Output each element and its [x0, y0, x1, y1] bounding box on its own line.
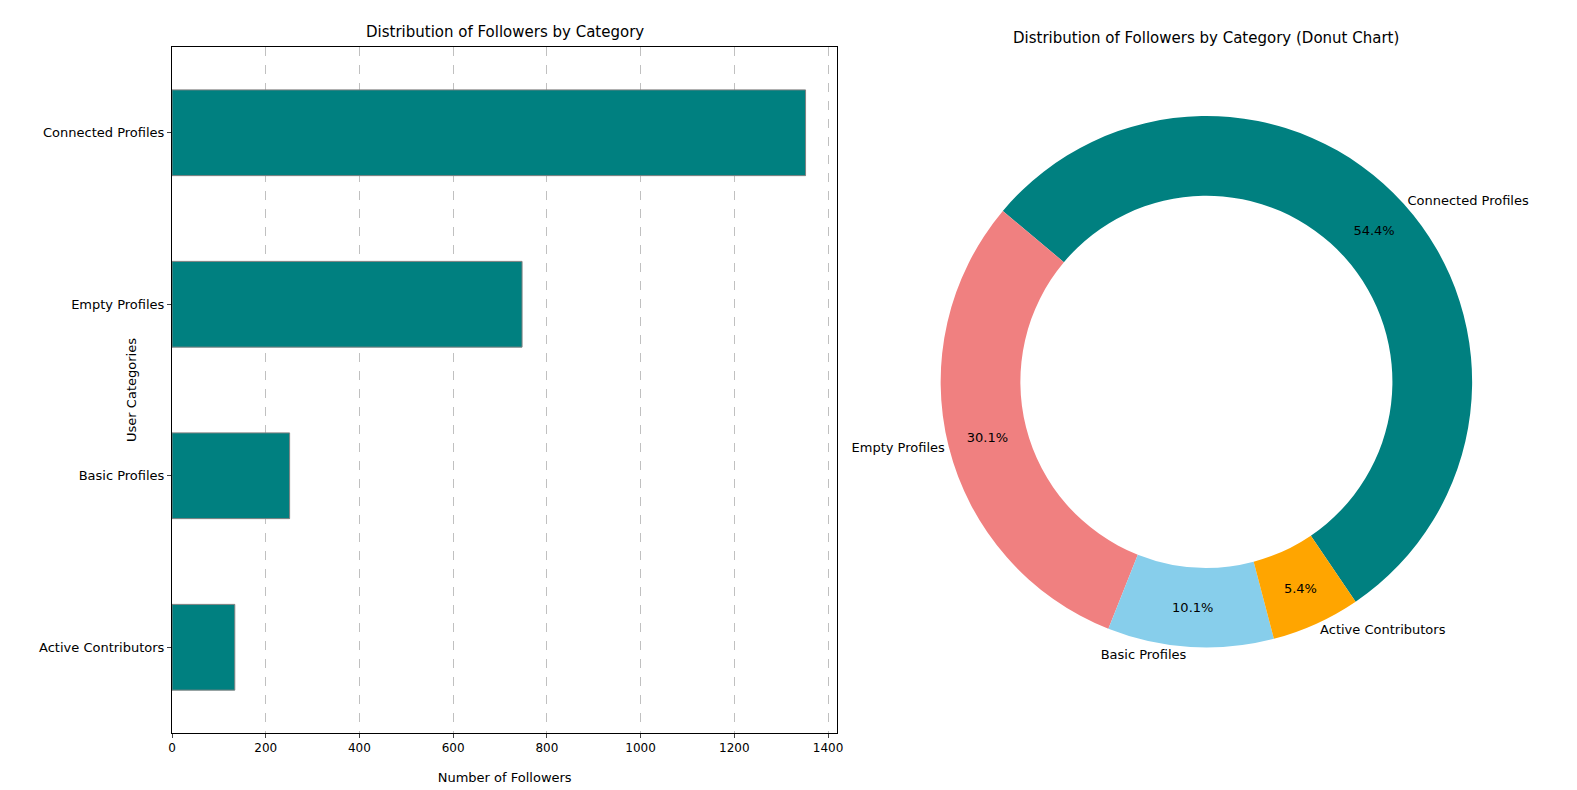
svg-text:1200: 1200	[719, 741, 750, 755]
svg-text:600: 600	[442, 741, 465, 755]
svg-text:30.1%: 30.1%	[967, 430, 1008, 445]
svg-text:Connected Profiles: Connected Profiles	[43, 125, 165, 140]
svg-text:800: 800	[535, 741, 558, 755]
svg-text:Basic Profiles: Basic Profiles	[79, 468, 165, 483]
svg-text:Active Contributors: Active Contributors	[39, 640, 165, 655]
svg-text:400: 400	[348, 741, 371, 755]
svg-text:User Categories: User Categories	[124, 338, 139, 442]
svg-text:54.4%: 54.4%	[1353, 223, 1394, 238]
svg-text:1400: 1400	[813, 741, 844, 755]
svg-text:1000: 1000	[625, 741, 656, 755]
svg-text:Basic Profiles: Basic Profiles	[1101, 647, 1187, 662]
svg-text:Distribution of Followers by C: Distribution of Followers by Category (D…	[1013, 29, 1399, 47]
svg-text:5.4%: 5.4%	[1284, 581, 1317, 596]
svg-text:Number of Followers: Number of Followers	[438, 770, 572, 785]
svg-text:Active Contributors: Active Contributors	[1320, 622, 1446, 637]
svg-text:10.1%: 10.1%	[1172, 600, 1213, 615]
svg-text:Connected Profiles: Connected Profiles	[1407, 193, 1529, 208]
svg-text:200: 200	[254, 741, 277, 755]
svg-text:Empty Profiles: Empty Profiles	[852, 440, 945, 455]
svg-text:Distribution of Followers by C: Distribution of Followers by Category	[366, 23, 644, 41]
svg-text:Empty Profiles: Empty Profiles	[71, 297, 164, 312]
svg-text:0: 0	[168, 741, 176, 755]
